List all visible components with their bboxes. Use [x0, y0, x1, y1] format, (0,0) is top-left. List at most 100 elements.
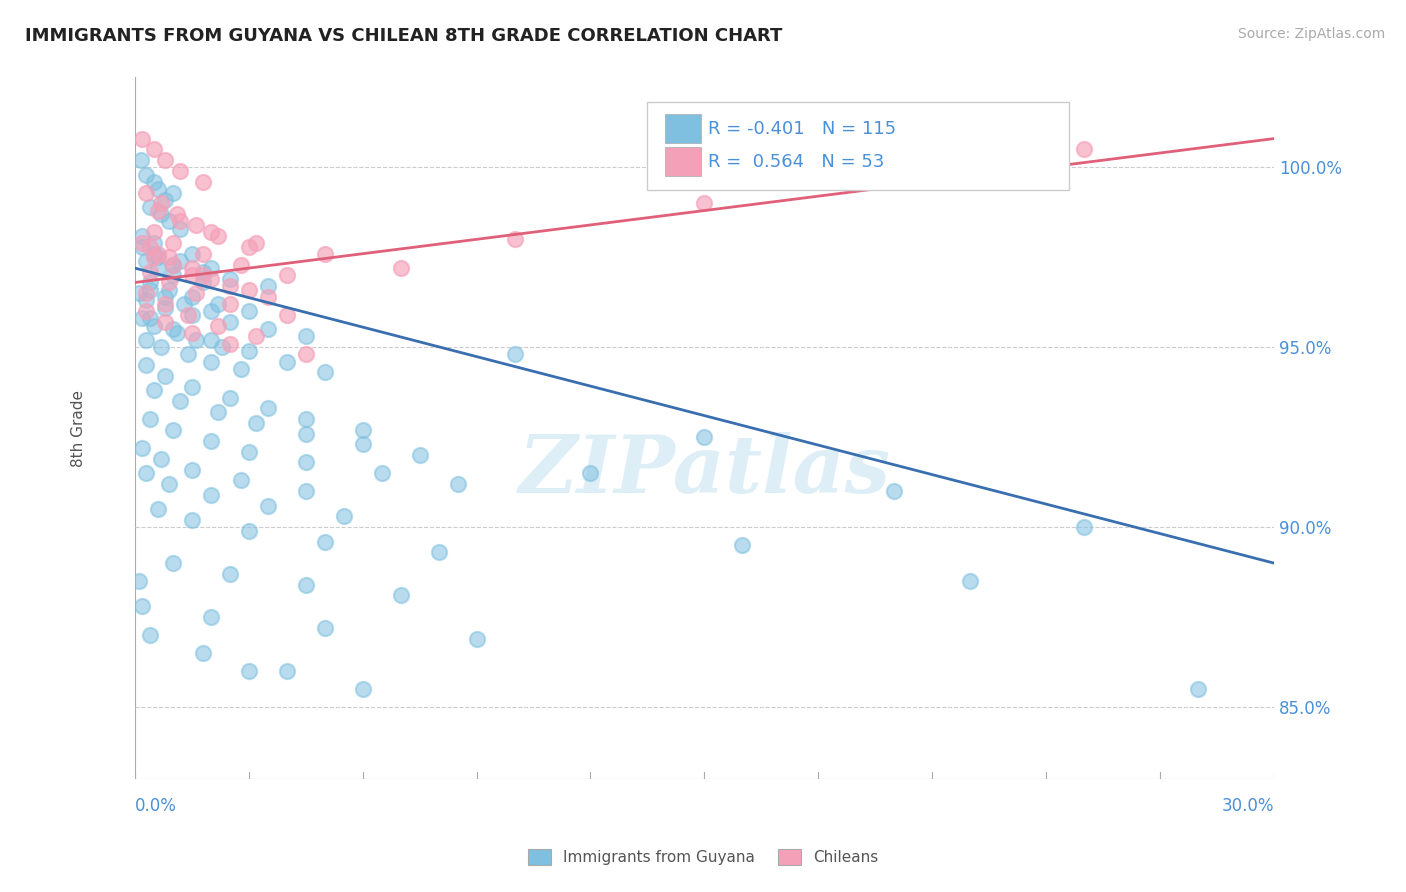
Text: 30.0%: 30.0% [1222, 797, 1274, 815]
Point [142, 235, 165, 250]
Point [180, 290, 202, 304]
Point [427, 545, 450, 559]
Point [146, 250, 169, 264]
Point [146, 203, 169, 218]
Point [1073, 520, 1095, 534]
Point [332, 509, 354, 524]
Point [142, 175, 165, 189]
Point [218, 315, 240, 329]
Point [131, 131, 153, 145]
Point [180, 246, 202, 260]
Point [314, 366, 336, 380]
Point [200, 261, 222, 276]
Text: Source: ZipAtlas.com: Source: ZipAtlas.com [1237, 27, 1385, 41]
Point [503, 232, 526, 246]
Point [245, 329, 267, 343]
Legend: Immigrants from Guyana, Chileans: Immigrants from Guyana, Chileans [522, 843, 884, 871]
Point [162, 258, 184, 272]
Point [184, 286, 207, 301]
Point [294, 484, 316, 499]
Point [193, 246, 215, 260]
Point [135, 168, 157, 182]
Point [142, 225, 165, 239]
Point [579, 466, 602, 480]
Point [139, 200, 162, 214]
Point [157, 214, 180, 228]
Point [200, 610, 222, 624]
Point [389, 589, 412, 603]
Point [155, 153, 177, 168]
Point [193, 268, 215, 283]
Point [155, 315, 177, 329]
Point [408, 448, 430, 462]
Point [150, 196, 173, 211]
Point [370, 466, 392, 480]
Point [135, 466, 157, 480]
Point [162, 322, 184, 336]
Point [238, 283, 260, 297]
Point [150, 451, 173, 466]
Point [276, 354, 298, 368]
Point [200, 304, 222, 318]
Point [245, 416, 267, 430]
FancyBboxPatch shape [665, 114, 702, 144]
Point [314, 246, 336, 260]
Point [256, 290, 278, 304]
Point [157, 276, 180, 290]
Point [142, 142, 165, 156]
Point [218, 272, 240, 286]
Point [276, 664, 298, 678]
Point [238, 239, 260, 253]
Point [139, 239, 162, 253]
Point [169, 214, 191, 228]
Point [155, 290, 177, 304]
Point [150, 340, 173, 354]
Point [276, 268, 298, 283]
Point [162, 258, 184, 272]
Point [193, 265, 215, 279]
Point [139, 283, 162, 297]
Point [245, 235, 267, 250]
Point [169, 394, 191, 409]
Point [135, 358, 157, 372]
Point [162, 186, 184, 200]
Point [180, 513, 202, 527]
Point [146, 261, 169, 276]
FancyBboxPatch shape [665, 147, 702, 177]
Y-axis label: 8th Grade: 8th Grade [72, 390, 86, 467]
Point [231, 258, 253, 272]
Point [146, 246, 169, 260]
Point [352, 437, 374, 451]
Point [294, 577, 316, 591]
Point [314, 534, 336, 549]
Point [142, 384, 165, 398]
Point [465, 632, 488, 646]
Point [139, 412, 162, 426]
Text: R = -0.401   N = 115: R = -0.401 N = 115 [707, 120, 896, 137]
Point [155, 297, 177, 311]
Point [155, 301, 177, 315]
Point [177, 347, 200, 361]
Point [166, 207, 188, 221]
Point [169, 254, 191, 268]
FancyBboxPatch shape [647, 102, 1069, 190]
Point [218, 297, 240, 311]
Point [180, 380, 202, 394]
Point [131, 441, 153, 455]
Point [184, 333, 207, 347]
Point [166, 326, 188, 340]
Point [238, 524, 260, 538]
Point [314, 621, 336, 635]
Point [231, 474, 253, 488]
Point [256, 279, 278, 293]
Point [131, 599, 153, 614]
Point [200, 272, 222, 286]
Point [150, 207, 173, 221]
Point [352, 681, 374, 696]
Point [139, 311, 162, 326]
Point [155, 369, 177, 384]
Point [184, 218, 207, 232]
Point [207, 318, 229, 333]
Point [731, 538, 754, 552]
Point [256, 401, 278, 416]
